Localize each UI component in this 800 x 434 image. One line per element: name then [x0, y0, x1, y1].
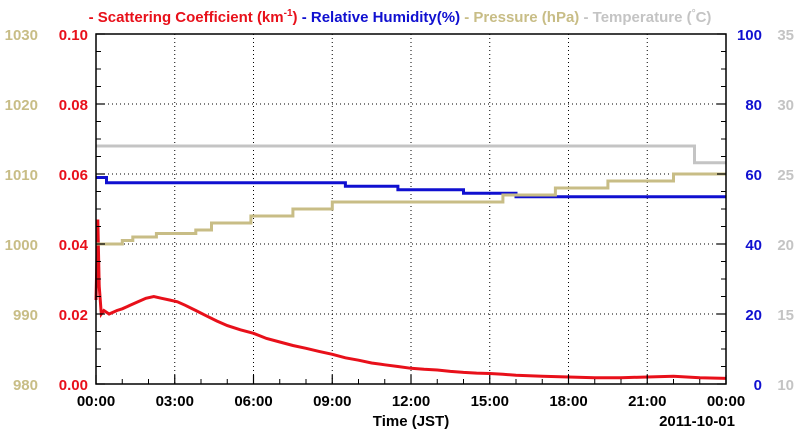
humidity-axis-tick-label: 80 — [745, 97, 762, 114]
humidity-axis-tick-label: 60 — [745, 167, 762, 184]
temperature-axis-tick-label: 20 — [777, 237, 794, 254]
humidity-axis-tick-label: 40 — [745, 237, 762, 254]
pressure-axis-tick-label: 1010 — [5, 167, 38, 184]
humidity-axis-tick-label: 0 — [754, 377, 762, 394]
tick-labels: 00:00 03:00 06:00 09:00 12:00 15:00 18:00 21:00… — [5, 27, 794, 410]
legend-humidity: - Relative Humidity(%) — [302, 9, 465, 26]
legend: - Scattering Coefficient (km-1) - Relati… — [89, 8, 712, 26]
temperature-axis-tick-label: 10 — [777, 377, 794, 394]
scattering-axis-tick-label: 0.08 — [59, 97, 88, 114]
temperature-axis-tick-label: 25 — [777, 167, 794, 184]
date-label: 2011-10-01 — [659, 413, 735, 430]
pressure-axis-tick-label: 1000 — [5, 237, 38, 254]
series-lines — [94, 144, 727, 380]
humidity-axis-tick-label: 20 — [745, 307, 762, 324]
legend-temperature: - Temperature (°C) — [583, 8, 711, 26]
x-tick-label: 21:00 — [628, 393, 666, 410]
x-tick-label: 06:00 — [234, 393, 272, 410]
pressure-axis-tick-label: 980 — [13, 377, 38, 394]
scattering-axis-tick-label: 0.04 — [59, 237, 89, 254]
scattering-axis-tick-label: 0.10 — [59, 27, 88, 44]
pressure-axis-tick-label: 990 — [13, 307, 38, 324]
x-tick-label: 12:00 — [392, 393, 430, 410]
pressure-axis-tick-label: 1030 — [5, 27, 38, 44]
tick-marks — [95, 33, 727, 385]
legend-scattering: - Scattering Coefficient (km-1) — [89, 8, 302, 26]
scattering-axis-tick-label: 0.02 — [59, 307, 88, 324]
temperature-axis-tick-label: 35 — [777, 27, 794, 44]
x-axis-label: Time (JST) — [373, 413, 449, 430]
legend-pressure: - Pressure (hPa) — [464, 9, 583, 26]
scattering-series-line — [94, 219, 727, 380]
x-tick-label: 00:00 — [77, 393, 115, 410]
x-tick-label: 00:00 — [707, 393, 745, 410]
temperature-axis-tick-label: 15 — [777, 307, 794, 324]
scattering-axis-tick-label: 0.00 — [59, 377, 88, 394]
scattering-axis-tick-label: 0.06 — [59, 167, 88, 184]
pressure-series-line — [96, 172, 726, 246]
x-tick-label: 09:00 — [313, 393, 351, 410]
x-tick-label: 18:00 — [549, 393, 587, 410]
temperature-axis-tick-label: 30 — [777, 97, 794, 114]
x-tick-label: 03:00 — [156, 393, 194, 410]
humidity-axis-tick-label: 100 — [737, 27, 762, 44]
x-tick-label: 15:00 — [471, 393, 509, 410]
temperature-series-line — [96, 144, 726, 165]
pressure-axis-tick-label: 1020 — [5, 97, 38, 114]
